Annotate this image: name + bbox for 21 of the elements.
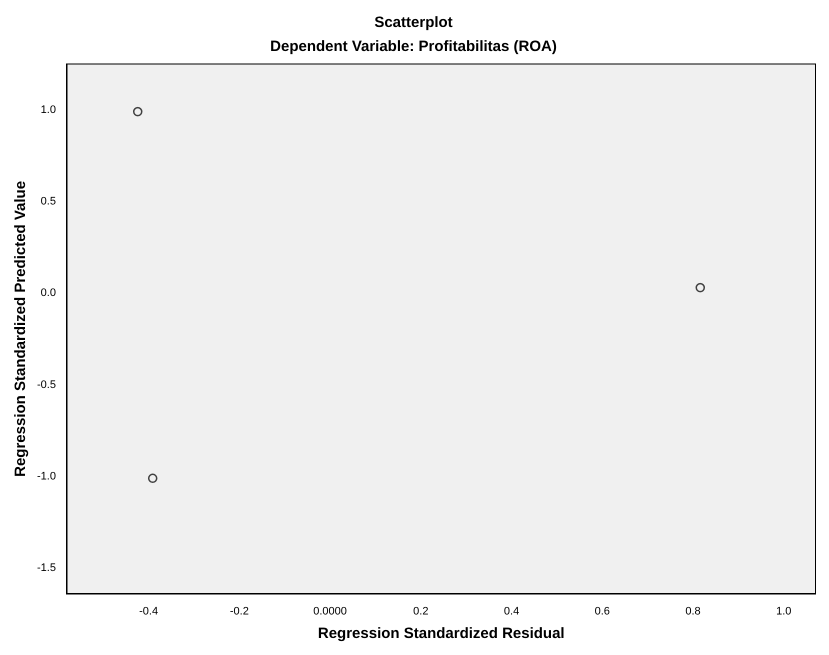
point <box>696 282 706 292</box>
point <box>132 106 142 116</box>
x-tick-label: 0.2 <box>413 605 428 618</box>
point <box>148 474 158 484</box>
x-tick-label: 1.0 <box>776 605 792 618</box>
y-tick-label: 0.0 <box>40 287 56 300</box>
x-axis-title: Regression Standardized Residual <box>318 625 565 642</box>
y-tick-label: 1.0 <box>40 104 56 116</box>
y-axis-title: Regression Standardized Predicted Value <box>12 180 30 477</box>
x-tick-label: -0.4 <box>139 605 158 618</box>
y-tick-label: -0.5 <box>36 378 56 391</box>
x-tick-label: 0.4 <box>504 605 520 618</box>
x-tick-label: 0.0000 <box>313 605 347 618</box>
chart-subtitle: Dependent Variable: Profitabilitas (ROA) <box>270 38 557 56</box>
x-tick-label: 0.8 <box>685 605 701 618</box>
x-tick-label: -0.2 <box>230 605 249 618</box>
y-tick-label: -1.5 <box>36 562 56 574</box>
y-tick-label: 0.5 <box>40 196 56 208</box>
x-tick-label: 0.6 <box>594 605 610 618</box>
chart-title: Scatterplot <box>374 14 453 32</box>
y-tick-label: -1.0 <box>36 470 56 483</box>
